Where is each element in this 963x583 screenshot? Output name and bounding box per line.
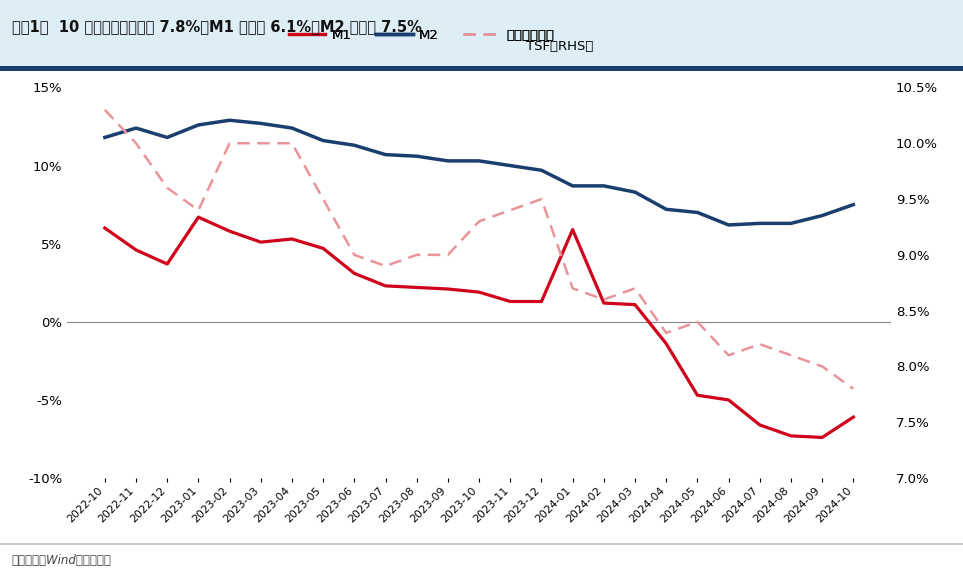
Text: 资料来源：Wind，中信建投: 资料来源：Wind，中信建投 [12, 554, 112, 567]
Text: 图表1：  10 月社融存量同比增 7.8%、M1 同比减 6.1%、M2 同比增 7.5%: 图表1： 10 月社融存量同比增 7.8%、M1 同比减 6.1%、M2 同比增… [12, 19, 422, 34]
Text: TSF（RHS）: TSF（RHS） [526, 40, 593, 53]
Legend: M1, M2, 社融（右轴）: M1, M2, 社融（右轴） [283, 24, 560, 47]
